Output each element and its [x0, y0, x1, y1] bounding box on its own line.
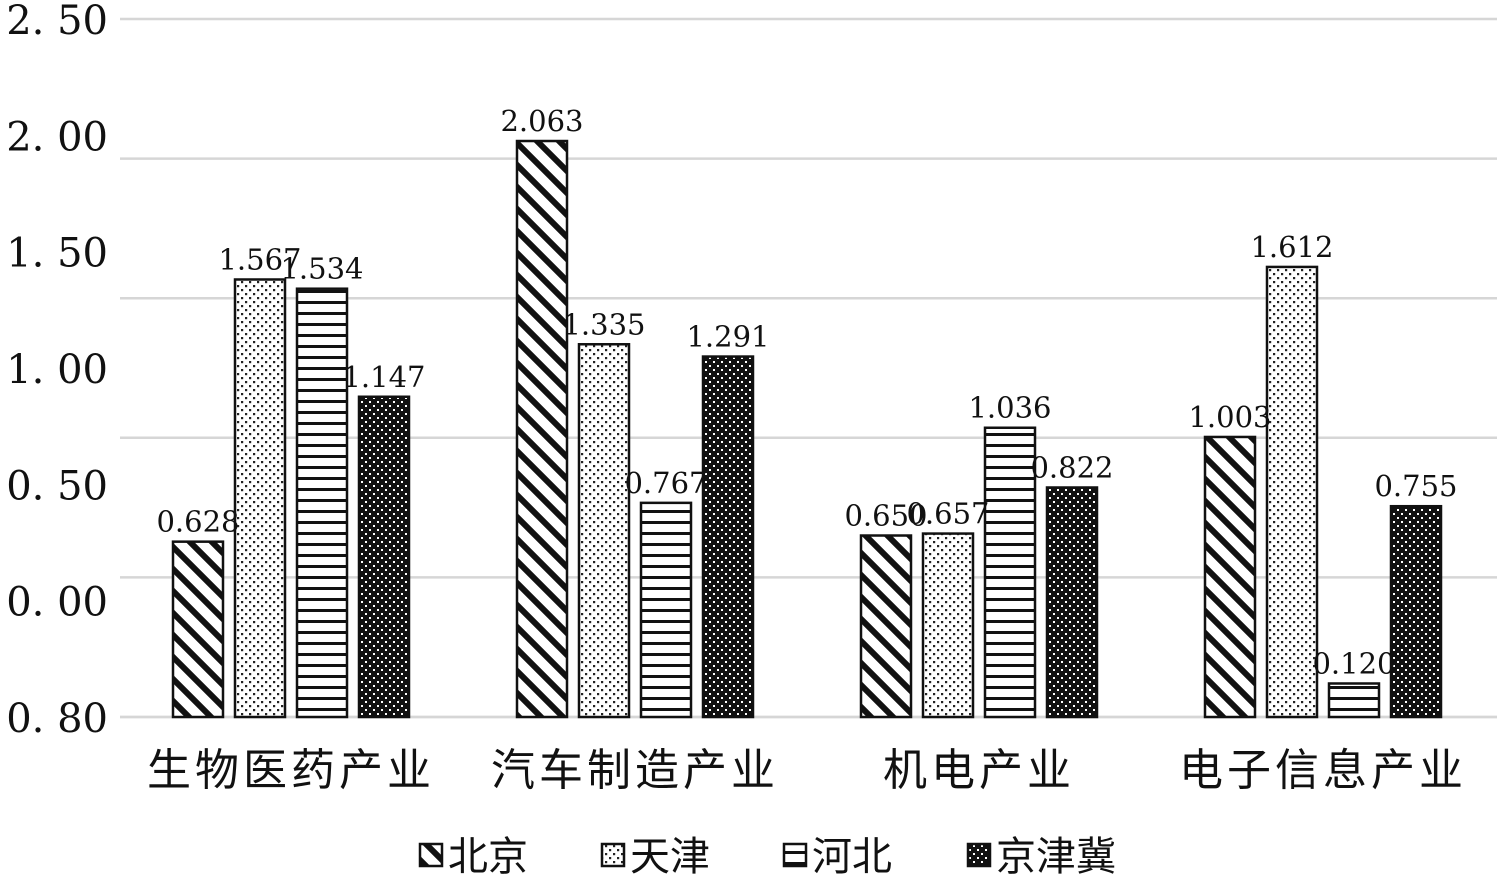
legend-swatch-hebei — [782, 842, 808, 868]
data-label: 0.628 — [156, 505, 239, 539]
data-label: 2.063 — [500, 104, 583, 138]
data-label: 1.003 — [1188, 400, 1271, 434]
data-label: 0.767 — [624, 466, 707, 500]
bars — [171, 139, 1443, 719]
bar-tianjin-1 — [577, 343, 631, 719]
bar-beijing-3 — [1203, 435, 1257, 719]
legend-label: 天津 — [630, 834, 710, 879]
bar-hebei-2 — [983, 426, 1037, 719]
category-labels: 生物医药产业 汽车制造产业 机电产业 电子信息产业 — [147, 745, 1467, 796]
bar-beijing-1 — [515, 139, 569, 719]
category-label: 机电产业 — [883, 745, 1075, 796]
bar-tianjin-3 — [1265, 265, 1319, 719]
data-label: 1.291 — [686, 320, 769, 354]
bar-tianjin-2 — [921, 532, 975, 719]
category-label: 电子信息产业 — [1179, 745, 1467, 796]
y-tick-label: 2. 00 — [6, 114, 108, 160]
y-tick-label: 0. 80 — [6, 696, 108, 742]
data-label: 0.822 — [1030, 450, 1113, 484]
bar-jingjinji-3 — [1389, 504, 1443, 719]
gridlines — [120, 17, 1497, 719]
bar-beijing-2 — [859, 534, 913, 719]
legend-swatch-jingjinji — [966, 842, 992, 868]
legend: 北京 天津 河北 京津冀 — [418, 834, 1116, 879]
y-tick-label: 1. 00 — [6, 347, 108, 393]
data-label: 0.755 — [1374, 469, 1457, 503]
legend-label: 河北 — [812, 834, 892, 879]
legend-swatch-beijing — [418, 842, 444, 868]
bar-hebei-3 — [1327, 682, 1381, 719]
category-label: 汽车制造产业 — [491, 745, 779, 796]
category-label: 生物医药产业 — [147, 745, 435, 796]
bar-hebei-0 — [295, 287, 349, 719]
legend-label: 北京 — [448, 834, 528, 879]
data-label: 1.534 — [280, 252, 363, 286]
data-label: 1.612 — [1250, 230, 1333, 264]
legend-swatch-tianjin — [600, 842, 626, 868]
y-tick-label: 2. 50 — [6, 0, 108, 44]
data-labels: 0.628 2.063 0.650 1.003 1.567 1.335 0.657 1.612… — [156, 104, 1457, 680]
data-label: 1.567 — [218, 242, 301, 276]
bar-hebei-1 — [639, 501, 693, 719]
bar-beijing-0 — [171, 540, 225, 719]
data-label: 0.657 — [906, 497, 989, 531]
y-axis-ticks: 2. 50 2. 00 1. 50 1. 00 0. 50 0. 00 0. 80 — [6, 0, 108, 742]
data-label: 0.120 — [1312, 646, 1395, 680]
data-label: 1.335 — [562, 307, 645, 341]
legend-label: 京津冀 — [996, 834, 1116, 879]
data-label: 1.036 — [968, 391, 1051, 425]
data-label: 1.147 — [342, 360, 425, 394]
y-tick-label: 0. 50 — [6, 463, 108, 509]
bar-jingjinji-0 — [357, 395, 411, 719]
y-tick-label: 0. 00 — [6, 580, 108, 626]
y-tick-label: 1. 50 — [6, 231, 108, 277]
bar-jingjinji-1 — [701, 355, 755, 719]
data-label: 0.650 — [844, 499, 927, 533]
bar-jingjinji-2 — [1045, 486, 1099, 719]
bar-tianjin-0 — [233, 278, 287, 719]
